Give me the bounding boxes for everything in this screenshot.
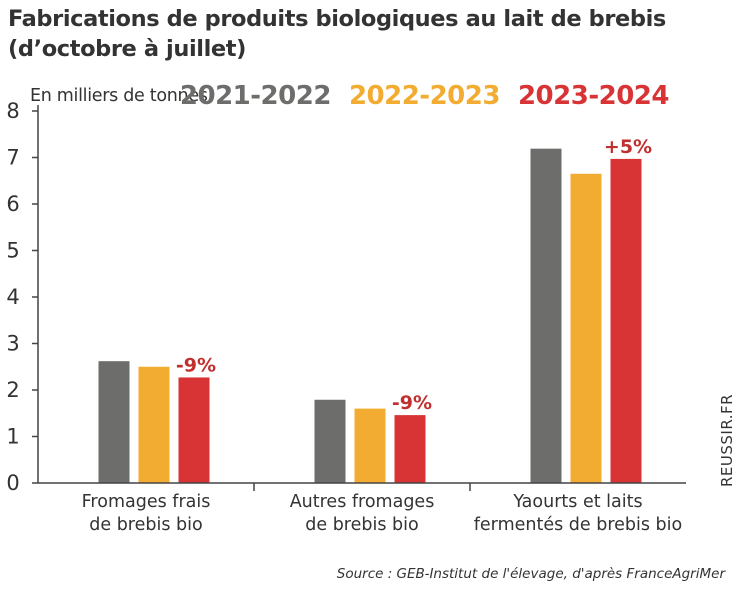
y-axis-unit-label: En milliers de tonnes [30, 86, 208, 106]
category-label-2-line-1: Autres fromages [290, 492, 435, 512]
chart-title: Fabrications de produits biologiques au … [8, 4, 666, 64]
y-tick-label-7: 7 [6, 146, 19, 170]
legend-item-2022-2023: 2022-2023 [348, 81, 501, 111]
category-label-2-line-2: de brebis bio [305, 515, 418, 535]
percent-change-label-1: -9% [176, 354, 216, 376]
percent-change-label-3: +5% [604, 136, 652, 158]
bar-2023-2024-cat-3 [610, 158, 642, 483]
bar-2021-2022-cat-2 [314, 399, 346, 483]
source-note: Source : GEB-Institut de l'élevage, d'ap… [336, 566, 725, 582]
legend: 2021-2022 2022-2023 2023-2024 [179, 80, 670, 112]
y-tick-label-8: 8 [6, 99, 19, 123]
bar-2023-2024-cat-2 [394, 415, 426, 483]
watermark: REUSSIR.FR [718, 393, 736, 487]
category-label-1-line-2: de brebis bio [89, 515, 202, 535]
legend-item-2023-2024: 2023-2024 [517, 81, 670, 111]
category-label-3-line-2: fermentés de brebis bio [474, 515, 682, 535]
y-tick-label-2: 2 [6, 378, 19, 402]
category-label-1-line-1: Fromages frais [82, 492, 211, 512]
y-tick-label-1: 1 [6, 425, 19, 449]
bar-2023-2024-cat-1 [178, 377, 210, 483]
bar-2022-2023-cat-2 [354, 408, 386, 483]
chart-title-line-2: (d’octobre à juillet) [8, 36, 247, 62]
y-tick-label-4: 4 [6, 285, 19, 309]
y-tick-label-0: 0 [6, 471, 19, 495]
bar-2021-2022-cat-3 [530, 148, 562, 484]
bar-2021-2022-cat-1 [98, 361, 130, 483]
bar-2022-2023-cat-3 [570, 173, 602, 483]
y-tick-label-3: 3 [6, 332, 19, 356]
percent-change-label-2: -9% [392, 392, 432, 414]
y-tick-label-5: 5 [6, 239, 19, 263]
chart-title-line-1: Fabrications de produits biologiques au … [8, 6, 666, 32]
legend-item-2021-2022: 2021-2022 [179, 81, 332, 111]
bar-2022-2023-cat-1 [138, 366, 170, 483]
category-label-3-line-1: Yaourts et laits [512, 492, 642, 512]
y-tick-label-6: 6 [6, 192, 19, 216]
